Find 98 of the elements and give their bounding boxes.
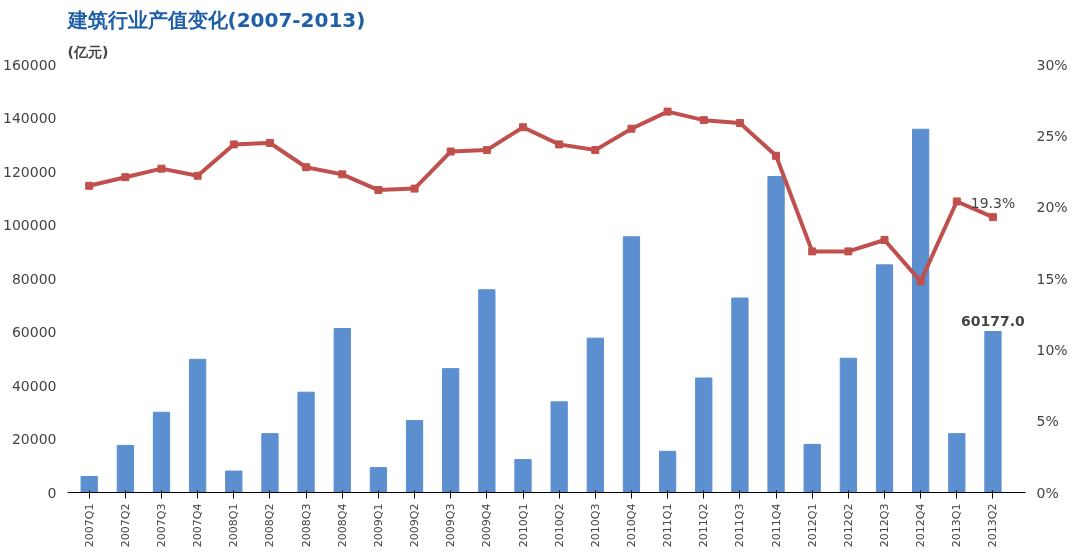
point xyxy=(482,146,491,155)
bar xyxy=(984,331,1002,493)
x-tick-label: 2007Q4 xyxy=(191,503,205,548)
y2-tick-label: 25% xyxy=(1036,127,1068,144)
x-tick-label: 2011Q2 xyxy=(697,503,711,548)
bar xyxy=(225,470,243,493)
bar xyxy=(297,391,315,493)
bar xyxy=(767,176,785,493)
point xyxy=(338,170,347,179)
x-tick-label: 2013Q2 xyxy=(986,503,1000,548)
x-tick-label: 2011Q4 xyxy=(769,503,783,548)
y-axis-title: (亿元) xyxy=(67,43,109,60)
y-tick-label: 100000 xyxy=(3,217,57,233)
bar xyxy=(189,358,207,493)
y2-tick-label: 15% xyxy=(1036,270,1068,287)
y2-tick-label: 5% xyxy=(1036,413,1059,430)
x-tick-label: 2011Q3 xyxy=(733,503,747,548)
point xyxy=(699,116,708,125)
point xyxy=(302,163,311,172)
x-tick-label: 2008Q2 xyxy=(263,503,277,548)
y-tick-label: 40000 xyxy=(11,377,57,394)
point xyxy=(772,151,781,160)
x-tick-label: 2012Q1 xyxy=(805,503,819,548)
point xyxy=(844,247,853,256)
point xyxy=(446,147,455,156)
x-tick-label: 2008Q1 xyxy=(227,503,241,548)
point xyxy=(265,138,274,147)
bar xyxy=(731,297,749,493)
bar xyxy=(875,264,894,493)
y-tick-label: 0 xyxy=(47,484,57,501)
point xyxy=(410,184,419,193)
bar xyxy=(658,450,677,493)
y-tick-label: 140000 xyxy=(3,110,57,126)
point xyxy=(519,123,527,132)
y2-tick-label: 10% xyxy=(1036,341,1068,358)
x-tick-label: 2010Q4 xyxy=(624,503,638,548)
x-tick-label: 2007Q2 xyxy=(118,503,132,548)
data-label: 60177.0 xyxy=(961,312,1026,329)
point xyxy=(555,140,564,149)
x-tick-label: 2009Q2 xyxy=(408,503,422,548)
point xyxy=(229,140,238,149)
point xyxy=(880,235,889,244)
y2-tick-label: 20% xyxy=(1036,199,1068,216)
point xyxy=(591,146,600,155)
point xyxy=(157,164,166,173)
x-tick-label: 2010Q1 xyxy=(516,503,530,548)
bar xyxy=(261,433,279,493)
y-tick-label: 80000 xyxy=(11,270,57,287)
x-tick-label: 2007Q1 xyxy=(82,503,96,548)
bar xyxy=(152,411,171,493)
y-tick-label: 60000 xyxy=(11,324,57,340)
bar xyxy=(442,368,460,493)
point xyxy=(916,277,925,286)
bar xyxy=(116,444,134,493)
bar xyxy=(333,328,351,493)
x-tick-label: 2009Q4 xyxy=(480,503,494,548)
y-tick-label: 160000 xyxy=(3,56,57,73)
y-tick-label: 20000 xyxy=(11,431,57,447)
y2-tick-label: 30% xyxy=(1036,56,1068,73)
point xyxy=(952,197,961,206)
point xyxy=(988,213,997,222)
x-tick-label: 2008Q3 xyxy=(299,503,313,548)
point xyxy=(808,247,817,256)
bar xyxy=(478,289,496,493)
point xyxy=(663,107,672,116)
point xyxy=(121,173,130,182)
bar xyxy=(912,128,930,493)
bar xyxy=(839,357,857,493)
bar xyxy=(369,467,388,493)
y2-tick-label: 0% xyxy=(1036,484,1059,501)
bar xyxy=(514,459,532,493)
x-tick-label: 2010Q2 xyxy=(552,503,566,548)
x-tick-label: 2010Q3 xyxy=(588,503,602,548)
chart-title: 建筑行业产值变化(2007-2013) xyxy=(65,7,366,32)
x-tick-label: 2009Q1 xyxy=(371,503,385,548)
x-tick-label: 2009Q3 xyxy=(444,503,458,548)
data-label: 19.3% xyxy=(970,195,1016,212)
x-tick-label: 2007Q3 xyxy=(154,503,168,548)
bar xyxy=(803,443,821,493)
x-tick-label: 2011Q1 xyxy=(661,503,675,548)
point xyxy=(85,181,94,190)
bar xyxy=(622,236,641,493)
x-tick-label: 2013Q1 xyxy=(950,503,964,548)
point xyxy=(735,118,744,127)
point xyxy=(627,124,636,133)
x-tick-label: 2008Q4 xyxy=(335,503,349,548)
y-tick-label: 120000 xyxy=(3,163,57,180)
point xyxy=(374,186,383,195)
bar xyxy=(550,401,568,493)
x-tick-label: 2012Q4 xyxy=(914,503,928,548)
x-tick-label: 2012Q2 xyxy=(841,503,855,548)
bar xyxy=(405,420,424,493)
bar xyxy=(695,377,713,493)
bar xyxy=(586,337,604,493)
bar xyxy=(948,433,966,493)
x-tick-label: 2012Q3 xyxy=(878,503,892,548)
point xyxy=(193,171,202,180)
bar xyxy=(80,475,98,493)
